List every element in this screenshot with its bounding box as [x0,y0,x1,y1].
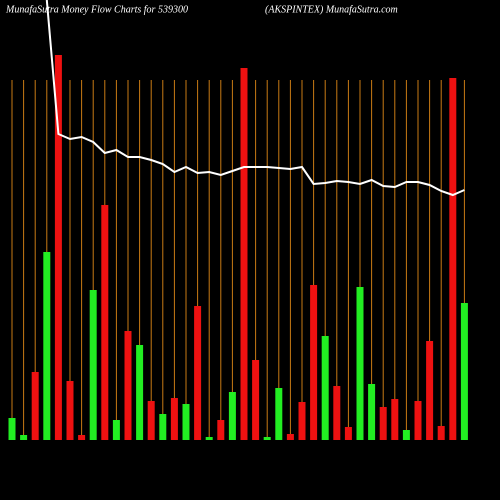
bar [159,414,167,440]
bar [460,303,468,440]
bar [124,331,132,440]
bar [368,384,376,440]
bar [78,435,86,440]
bar [275,388,283,440]
bar [136,345,144,440]
bar [194,306,202,440]
bar [170,398,178,440]
bar [228,392,236,440]
bar [356,287,364,440]
bar [240,68,248,440]
bar [101,205,109,440]
bar [31,372,39,440]
bar [66,381,74,440]
bar [54,55,62,440]
bar [310,285,318,440]
bar [449,78,457,440]
bar [437,426,445,440]
money-flow-line [45,0,465,197]
bar [8,418,16,440]
bar [217,420,225,440]
bar [344,427,352,440]
bar [89,290,97,440]
bar [414,401,422,440]
bar [391,399,399,440]
bar [426,341,434,440]
chart-subtitle: (AKSPINTEX) MunafaSutra.com [265,4,398,15]
bar [321,336,329,440]
bar [43,252,51,440]
bar [263,437,271,440]
bar [112,420,120,440]
bar [286,434,294,440]
bar [147,401,155,440]
bar [333,386,341,440]
bar [182,404,190,440]
bar [20,435,28,440]
bar [298,402,306,440]
bar [205,437,213,440]
bar [379,407,387,440]
chart-title: MunafaSutra Money Flow Charts for 539300 [5,4,188,15]
bar [252,360,260,440]
bar [402,430,410,440]
